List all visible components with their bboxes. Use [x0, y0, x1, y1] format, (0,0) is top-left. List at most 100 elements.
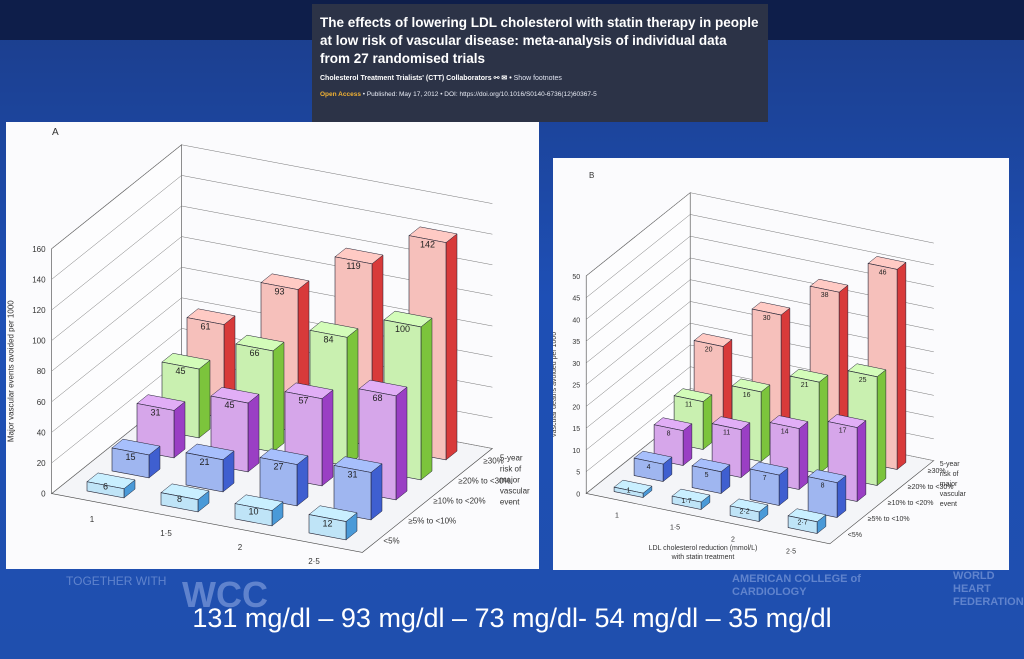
- x-tick-label: 2·5: [308, 557, 320, 566]
- depth-axis-title-line: event: [940, 501, 957, 508]
- risk-tick-label: ≥10% to <20%: [433, 496, 485, 505]
- y-axis-label: Vascular deaths avoided per 1000: [553, 332, 558, 438]
- grid-line: [586, 235, 934, 320]
- person-icon[interactable]: ⚯: [493, 75, 500, 82]
- grid-line: [586, 257, 934, 342]
- bar-value-label: 27: [273, 462, 283, 472]
- bar-value-label: 100: [395, 324, 410, 334]
- depth-axis-title-line: risk of: [940, 471, 959, 478]
- y-tick-label: 45: [572, 296, 580, 303]
- y-tick-label: 15: [572, 426, 580, 433]
- bar-value-label: 16: [743, 392, 751, 399]
- bar-side: [818, 374, 829, 475]
- together-with-text: TOGETHER WITH: [66, 574, 167, 588]
- chart-panel-b: B 0 5 10 15 20 25 30 35 40 45 50 Vascular deaths av…: [551, 158, 1009, 570]
- y-tick-label: 5: [576, 470, 580, 477]
- x-tick-label: 2: [731, 537, 735, 544]
- whf-logo: WORLD HEART FEDERATION: [953, 570, 1024, 608]
- bar-value-label: 12: [322, 519, 332, 529]
- risk-tick-label: <5%: [848, 532, 862, 539]
- paper-meta: Open Access • Published: May 17, 2012 • …: [320, 91, 597, 98]
- bar-front: [749, 468, 780, 506]
- bar-value-label: 25: [859, 377, 867, 384]
- bar-side: [702, 394, 713, 451]
- bar-front: [86, 481, 125, 499]
- bar-value-label: 66: [249, 348, 259, 358]
- bar-value-label: 10: [248, 506, 258, 516]
- grid-line: [51, 266, 493, 372]
- y-tick-label: 10: [572, 448, 580, 455]
- bar-value-label: 8: [667, 431, 671, 438]
- depth-axis-title-line: 5-year: [940, 461, 961, 468]
- x-axis-title-line: LDL cholesterol reduction (mmol/L): [649, 545, 758, 552]
- bar-value-label: 1: [627, 487, 631, 494]
- y-tick-label: 30: [572, 361, 580, 368]
- y-tick-label: 80: [37, 367, 46, 376]
- bar-value-label: 2·7: [798, 520, 808, 527]
- show-footnotes-link[interactable]: Show footnotes: [513, 75, 562, 82]
- open-access-badge: Open Access: [320, 91, 361, 98]
- bar-front: [259, 457, 298, 507]
- risk-tick-label: ≥10% to <20%: [888, 500, 934, 507]
- grid-line: [586, 214, 934, 298]
- bar-value-label: 4: [647, 464, 651, 471]
- bar-value-label: 30: [763, 315, 771, 322]
- grid-line: [586, 192, 934, 277]
- paper-header: The effects of lowering LDL cholesterol …: [312, 4, 768, 122]
- x-axis-title-line: with statin treatment: [671, 554, 735, 561]
- bar-value-label: 31: [150, 407, 160, 417]
- y-tick-label: 140: [32, 275, 46, 284]
- bar-side: [370, 463, 383, 521]
- bar-value-label: 38: [821, 292, 829, 299]
- bar-side: [420, 317, 433, 481]
- bar-side: [346, 328, 359, 467]
- wcc-logo: WCC: [182, 574, 268, 615]
- panel-b-letter: B: [589, 171, 594, 180]
- bar-front: [633, 457, 664, 482]
- bar-front: [160, 492, 199, 513]
- bar-value-label: 93: [274, 287, 284, 297]
- bar-side: [740, 422, 751, 479]
- bar-value-label: 21: [801, 382, 809, 389]
- x-tick-label: 1: [90, 515, 95, 524]
- grid-line: [586, 301, 934, 385]
- grid-line: [51, 205, 493, 311]
- bar-side: [856, 420, 867, 503]
- depth-axis-title-line: event: [500, 497, 520, 506]
- bar-value-label: 45: [175, 366, 185, 376]
- bar-value-label: 20: [705, 347, 713, 354]
- bar-value-label: 84: [323, 334, 333, 344]
- bar-value-label: 119: [346, 261, 360, 271]
- bar-front: [111, 447, 150, 479]
- bar-side: [272, 341, 285, 453]
- bar-value-label: 61: [200, 322, 210, 332]
- bar-side: [198, 359, 211, 439]
- bar-side: [395, 386, 408, 501]
- bar-value-label: 57: [298, 396, 308, 406]
- bar-front: [234, 503, 273, 527]
- risk-tick-label: ≥20% to <30%: [458, 476, 510, 485]
- bar-value-label: 11: [685, 402, 692, 409]
- paper-authors[interactable]: Cholesterol Treatment Trialists' (CTT) C…: [320, 75, 492, 82]
- bar-front: [333, 465, 372, 521]
- y-tick-label: 40: [572, 317, 580, 324]
- bar-value-label: 8: [821, 483, 825, 490]
- y-tick-label: 100: [32, 337, 46, 346]
- bar-value-label: 14: [781, 429, 789, 436]
- bar-front: [671, 495, 702, 510]
- risk-tick-label: ≥20% to <30%: [908, 484, 954, 491]
- bar-value-label: 31: [347, 469, 357, 479]
- bar-front: [308, 514, 347, 541]
- grid-line: [51, 175, 493, 280]
- panel-a-letter: A: [52, 127, 59, 138]
- depth-axis-title-line: vascular: [500, 486, 530, 495]
- y-tick-label: 160: [32, 245, 46, 254]
- bar-value-label: 15: [125, 452, 135, 462]
- grid-line: [51, 144, 493, 249]
- email-icon[interactable]: ✉: [501, 75, 508, 82]
- paper-doi[interactable]: DOI: https://doi.org/10.1016/S0140-6736(…: [444, 91, 597, 98]
- bar-value-label: 6: [103, 481, 108, 491]
- x-tick-label: 2: [238, 543, 243, 552]
- chart-a-svg: A 0 20 40 60 80 100 120 140 160 Major vascular ev…: [7, 127, 530, 566]
